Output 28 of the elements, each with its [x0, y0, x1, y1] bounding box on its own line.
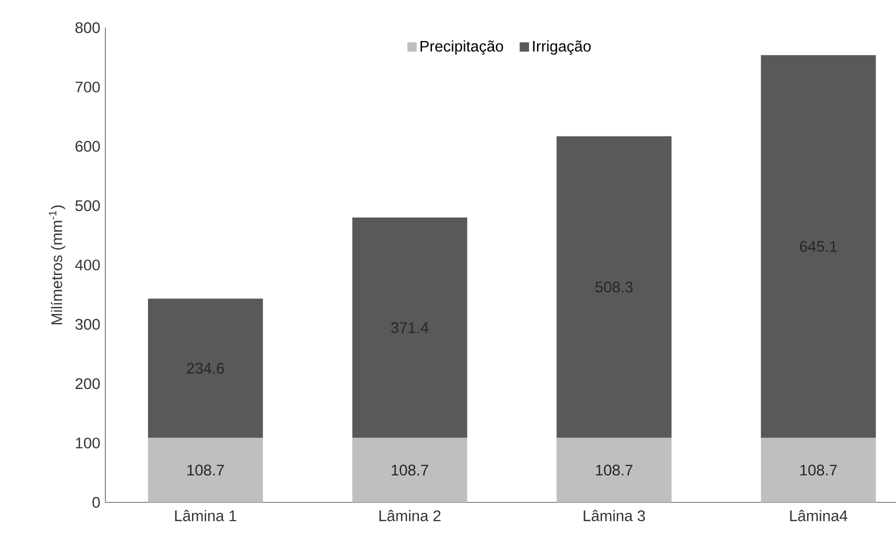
data-label: 108.7	[596, 464, 632, 476]
bar	[148, 298, 263, 438]
y-tick-label: 700	[76, 82, 100, 92]
y-tick-label: 100	[76, 438, 100, 448]
y-axis-title: Milímetros (mm$^{-1}$)	[48, 206, 66, 324]
y-tick-label: 400	[75, 260, 100, 270]
x-tick-label: Lâmina 1	[175, 510, 236, 522]
y-tick-label: 800	[75, 22, 100, 34]
bar	[760, 55, 876, 438]
legend-label: Precipitação	[420, 40, 504, 55]
data-label: 108.7	[392, 464, 428, 476]
x-tick-label: Lâmina4	[790, 510, 848, 522]
data-label: 108.7	[187, 464, 224, 476]
bar	[556, 438, 672, 502]
data-label: 108.7	[800, 464, 837, 476]
bar	[352, 438, 468, 502]
x-tick-label: Lâmina 2	[379, 510, 440, 522]
y-tick-label: 300	[75, 318, 100, 330]
legend-label: Irrigação	[533, 40, 591, 55]
y-tick-label: 600	[76, 140, 100, 152]
y-tick-label: 500	[75, 200, 100, 212]
bar	[148, 438, 263, 502]
bar	[556, 136, 672, 438]
bar	[352, 217, 468, 438]
x-tick-label: Lâmina 3	[584, 510, 645, 522]
y-tick-label: 200	[76, 378, 100, 390]
bar	[760, 438, 876, 502]
y-tick-label: 0	[92, 496, 100, 508]
